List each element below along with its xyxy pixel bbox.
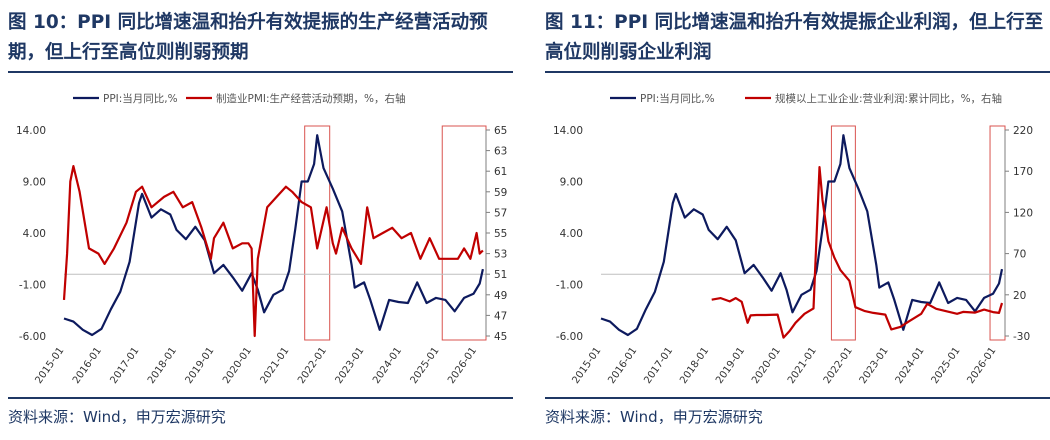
y-left-tick-label: -6.00: [19, 331, 46, 343]
x-tick-label: 2016-01: [606, 345, 639, 386]
x-tick-label: 2025-01: [930, 345, 963, 386]
y-right-tick-label: 45: [494, 331, 507, 343]
y-right-tick-label: 49: [494, 290, 507, 302]
x-tick-label: 2019-01: [184, 345, 217, 386]
x-tick-label: 2016-01: [71, 345, 104, 386]
x-tick-label: 2017-01: [108, 345, 141, 386]
y-right-tick-label: 170: [1013, 166, 1033, 178]
y-right-tick-label: 51: [494, 269, 507, 281]
chart-panel-right: 图 11：PPI 同比增速温和抬升有效提振企业利润，但上行至高位则削弱企业利润 …: [545, 0, 1050, 440]
y-left-tick-label: 9.00: [560, 177, 583, 189]
y-right-tick-label: 61: [494, 166, 507, 178]
y-left-tick-label: -1.00: [19, 280, 46, 292]
title-rule: [8, 71, 513, 73]
y-left-tick-label: -1.00: [556, 280, 583, 292]
title-rule: [545, 71, 1050, 73]
legend-label: 制造业PMI:生产经营活动预期，%，右轴: [216, 92, 406, 105]
series-line-right: [62, 165, 484, 338]
x-tick-label: 2024-01: [894, 345, 927, 386]
y-right-tick-label: 57: [494, 207, 507, 219]
y-right-tick-label: 55: [494, 228, 507, 240]
y-left-tick-label: -6.00: [556, 331, 583, 343]
x-tick-label: 2025-01: [409, 345, 442, 386]
y-right-tick-label: 59: [494, 187, 507, 199]
source-note: 资料来源：Wind，申万宏源研究: [8, 408, 226, 426]
source-rule: [8, 397, 513, 399]
chart-panel-left: 图 10：PPI 同比增速温和抬升有效提振的生产经营活动预期，但上行至高位则削弱…: [8, 0, 513, 440]
x-tick-label: 2026-01: [446, 345, 479, 386]
x-tick-label: 2026-01: [965, 345, 998, 386]
y-right-tick-label: 47: [494, 310, 507, 322]
x-tick-label: 2023-01: [858, 345, 891, 386]
legend-label: 规模以上工业企业:营业利润:累计同比，%，右轴: [775, 92, 1002, 105]
x-tick-label: 2015-01: [570, 345, 603, 386]
x-tick-label: 2022-01: [296, 345, 329, 386]
y-right-tick-label: 120: [1013, 207, 1033, 219]
series-line-ppi: [63, 134, 484, 337]
source-rule: [545, 397, 1050, 399]
x-tick-label: 2023-01: [334, 345, 367, 386]
highlight-box: [989, 125, 1006, 341]
x-tick-label: 2015-01: [33, 345, 66, 386]
legend-label: PPI:当月同比,%: [103, 92, 178, 105]
x-tick-label: 2022-01: [822, 345, 855, 386]
chart-title: 图 10：PPI 同比增速温和抬升有效提振的生产经营活动预期，但上行至高位则削弱…: [8, 12, 488, 63]
y-right-tick-label: 220: [1013, 125, 1033, 137]
series-line-ppi: [600, 134, 1004, 337]
highlight-box: [441, 125, 487, 341]
x-tick-label: 2018-01: [678, 345, 711, 386]
y-left-tick-label: 9.00: [23, 177, 46, 189]
x-tick-label: 2020-01: [750, 345, 783, 386]
y-right-tick-label: 63: [494, 146, 507, 158]
legend-label: PPI:当月同比,%: [640, 92, 715, 105]
y-right-tick-label: 53: [494, 249, 507, 261]
x-tick-label: 2021-01: [786, 345, 819, 386]
y-left-tick-label: 14.00: [553, 125, 583, 137]
x-tick-label: 2018-01: [146, 345, 179, 386]
source-note: 资料来源：Wind，申万宏源研究: [545, 408, 763, 426]
x-tick-label: 2024-01: [371, 345, 404, 386]
y-right-tick-label: 70: [1013, 249, 1026, 261]
x-tick-label: 2017-01: [642, 345, 675, 386]
chart-svg: 14.00 9.00 4.00 -1.00 -6.00 65 63 61 59 57 55 53 51 4…: [16, 92, 507, 386]
x-tick-label: 2019-01: [714, 345, 747, 386]
y-right-tick-label: -30: [1013, 331, 1030, 343]
chart-title: 图 11：PPI 同比增速温和抬升有效提振企业利润，但上行至高位则削弱企业利润: [545, 12, 1044, 63]
series-line-right: [711, 166, 1004, 339]
y-left-tick-label: 14.00: [16, 125, 46, 137]
y-right-tick-label: 20: [1013, 290, 1026, 302]
x-tick-label: 2020-01: [221, 345, 254, 386]
y-left-tick-label: 4.00: [560, 228, 583, 240]
highlight-box: [830, 125, 856, 341]
highlight-box: [304, 125, 331, 341]
chart-svg: 14.00 9.00 4.00 -1.00 -6.00 220 170 120 70 20 -30 2…: [553, 92, 1033, 386]
x-tick-label: 2021-01: [259, 345, 292, 386]
y-right-tick-label: 65: [494, 125, 507, 137]
y-left-tick-label: 4.00: [23, 228, 46, 240]
